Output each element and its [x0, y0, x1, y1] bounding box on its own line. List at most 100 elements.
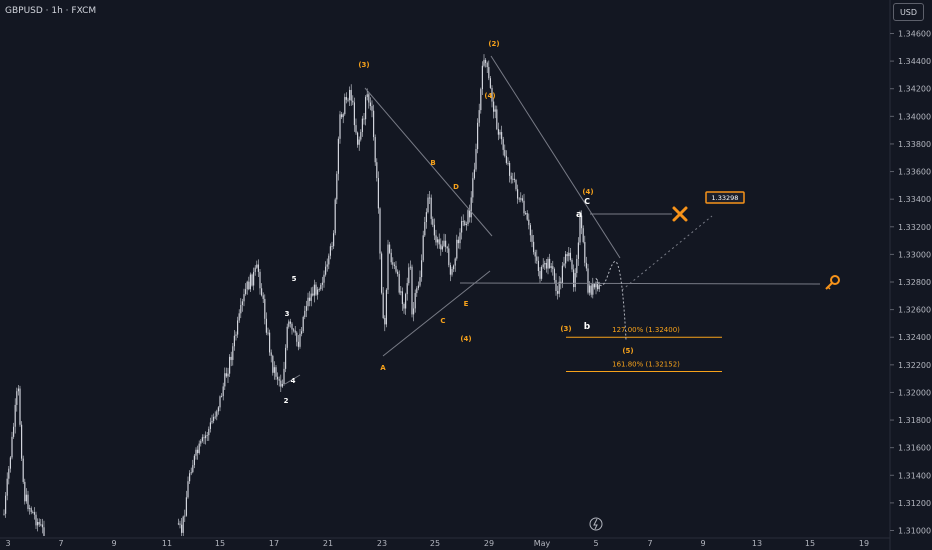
- candle-body: [203, 437, 205, 439]
- candle-body: [291, 323, 293, 330]
- price-tick-label: 1.31000: [898, 527, 931, 536]
- candle-body: [214, 416, 216, 418]
- candle-body: [389, 244, 391, 253]
- candle-body: [33, 512, 35, 515]
- candle-body: [272, 355, 274, 373]
- time-tick-label: 9: [700, 539, 705, 548]
- candle-body: [390, 252, 392, 263]
- candle-body: [403, 304, 405, 309]
- candle-body: [413, 308, 415, 315]
- time-tick-label: 29: [484, 539, 494, 548]
- candle-body: [224, 373, 226, 387]
- candle-body: [550, 266, 552, 268]
- candle-body: [557, 291, 559, 294]
- candle-body: [305, 306, 307, 311]
- candle-body: [337, 138, 339, 174]
- candle-body: [457, 239, 459, 244]
- candle-body: [435, 235, 437, 243]
- candle-body: [363, 118, 365, 120]
- price-tick-label: 1.32200: [898, 361, 931, 370]
- candle-body: [558, 281, 560, 294]
- candle-body: [208, 428, 210, 436]
- candle-body: [313, 284, 315, 296]
- candle-body: [43, 527, 45, 536]
- time-tick-label: 15: [805, 539, 815, 548]
- candle-body: [385, 289, 387, 325]
- candle-body: [22, 458, 24, 482]
- candle-body: [440, 244, 442, 250]
- candle-body: [342, 114, 344, 118]
- candle-body: [459, 232, 461, 244]
- candle-body: [301, 331, 303, 334]
- candle-body: [350, 89, 352, 101]
- candle-body: [529, 225, 531, 236]
- price-axis: 1.34600 1.34400 1.34200 1.34000 1.33800 1.336…: [889, 0, 931, 550]
- lightning-icon[interactable]: [589, 517, 603, 531]
- candle-body: [485, 59, 487, 63]
- candles-layer: [3, 54, 600, 536]
- candle-body: [451, 269, 453, 275]
- candle-body: [397, 271, 399, 274]
- candle-body: [315, 284, 317, 295]
- target-x-icon[interactable]: [672, 206, 688, 222]
- candle-body: [593, 284, 595, 288]
- candle-body: [449, 265, 451, 275]
- candle-body: [568, 252, 570, 257]
- candle-body: [307, 297, 309, 307]
- candle-body: [9, 457, 11, 469]
- target-price-badge[interactable]: [705, 191, 745, 204]
- price-tick-label: 1.33800: [898, 140, 931, 149]
- candle-body: [209, 422, 211, 429]
- wave-label-white: 5: [292, 275, 297, 283]
- candle-body: [497, 129, 499, 135]
- candle-body: [278, 379, 280, 381]
- candle-body: [288, 321, 290, 327]
- candle-body: [477, 122, 479, 150]
- candle-body: [312, 293, 314, 296]
- candle-body: [405, 294, 407, 309]
- candle-body: [541, 266, 543, 279]
- candle-body: [296, 332, 298, 342]
- candle-body: [544, 262, 546, 265]
- candle-body: [555, 280, 557, 292]
- candle-body: [547, 258, 549, 269]
- candle-body: [384, 318, 386, 325]
- candle-body: [283, 368, 285, 385]
- candle-body: [285, 347, 287, 369]
- candle-body: [192, 465, 194, 473]
- price-tick-label: 1.32600: [898, 306, 931, 315]
- candle-body: [526, 213, 528, 220]
- candle-body: [563, 263, 565, 266]
- candle-body: [177, 523, 179, 525]
- time-tick-label: 3: [5, 539, 10, 548]
- candle-body: [411, 266, 413, 315]
- candle-body: [321, 282, 323, 285]
- price-tick-label: 1.33200: [898, 223, 931, 232]
- candle-body: [216, 411, 218, 417]
- candle-body: [589, 285, 591, 293]
- key-icon[interactable]: [825, 275, 840, 290]
- price-tick-label: 1.33600: [898, 168, 931, 177]
- candle-body: [512, 178, 514, 180]
- price-tick-label: 1.31800: [898, 416, 931, 425]
- candle-body: [465, 224, 467, 226]
- candle-body: [310, 293, 312, 301]
- currency-badge[interactable]: USD: [893, 3, 924, 21]
- candle-body: [445, 240, 447, 247]
- candle-body: [518, 198, 520, 200]
- candle-body: [507, 162, 509, 164]
- candle-body: [515, 179, 517, 190]
- candle-body: [597, 282, 599, 290]
- time-tick-label: 19: [859, 539, 869, 548]
- abc-trend-line: [364, 87, 493, 237]
- candle-body: [233, 335, 235, 347]
- projection-up-line: [621, 215, 713, 291]
- candle-body: [6, 478, 8, 496]
- wave-overlay: 127.00% (1.32400) 161.80% (1.32152) 1.3329…: [284, 40, 840, 531]
- candle-body: [427, 197, 429, 213]
- candle-body: [318, 289, 320, 290]
- candle-body: [25, 494, 27, 502]
- wave-label-white: C: [584, 197, 590, 206]
- candle-body: [433, 224, 435, 236]
